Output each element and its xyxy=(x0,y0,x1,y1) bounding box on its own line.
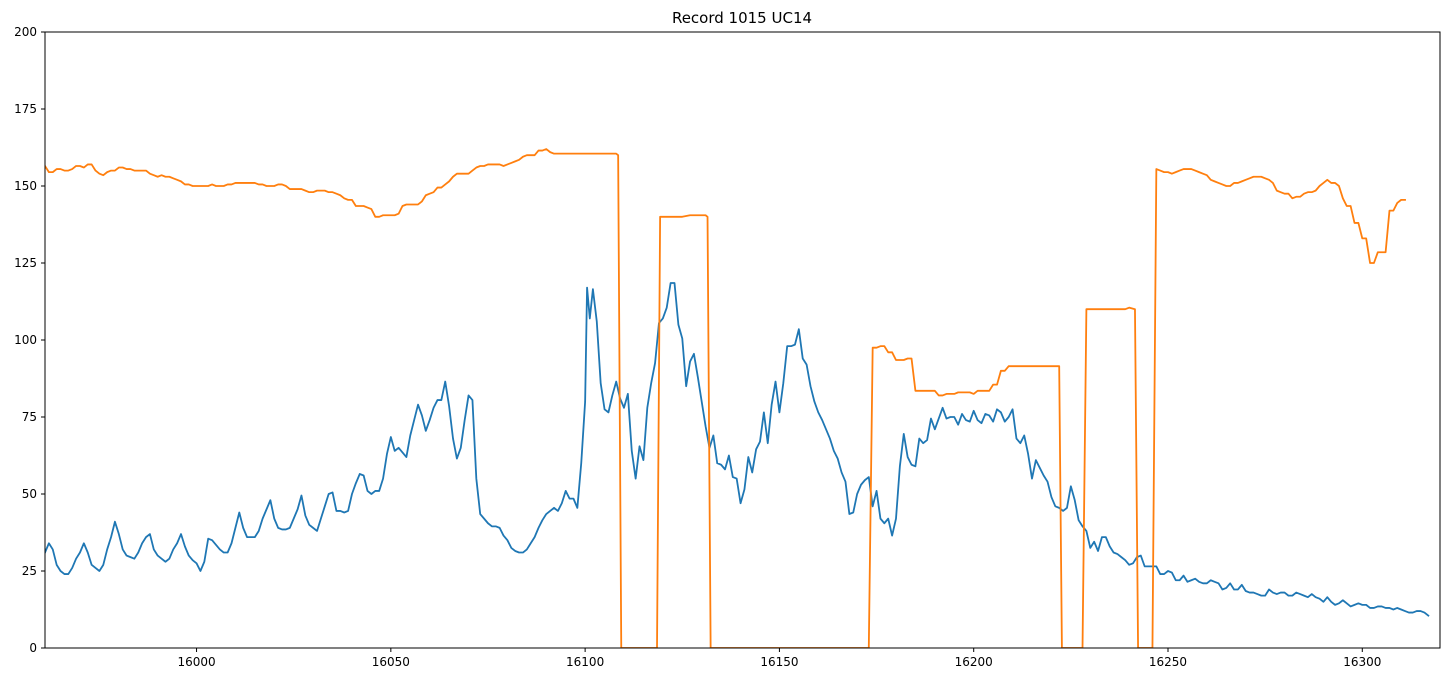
x-tick-label: 16100 xyxy=(566,655,604,669)
y-tick-label: 125 xyxy=(14,256,37,270)
series-line-2 xyxy=(45,148,1406,648)
x-tick-label: 16150 xyxy=(760,655,798,669)
series-line-1 xyxy=(45,282,1430,617)
x-tick-label: 16250 xyxy=(1149,655,1187,669)
y-tick-label: 100 xyxy=(14,333,37,347)
y-tick-label: 175 xyxy=(14,102,37,116)
y-tick-label: 0 xyxy=(29,641,37,655)
series-layer xyxy=(45,148,1430,648)
chart-title: Record 1015 UC14 xyxy=(672,9,812,27)
x-tick-label: 16300 xyxy=(1343,655,1381,669)
y-tick-label: 50 xyxy=(22,487,37,501)
y-tick-label: 75 xyxy=(22,410,37,424)
axes-layer: 16000 16050 16100 16150 16200 16250 16300 0 25 50… xyxy=(14,25,1441,669)
x-tick-label: 16000 xyxy=(177,655,215,669)
y-tick-label: 200 xyxy=(14,25,37,39)
y-tick-label: 150 xyxy=(14,179,37,193)
y-tick-label: 25 xyxy=(22,564,37,578)
x-tick-label: 16050 xyxy=(372,655,410,669)
x-tick-label: 16200 xyxy=(955,655,993,669)
